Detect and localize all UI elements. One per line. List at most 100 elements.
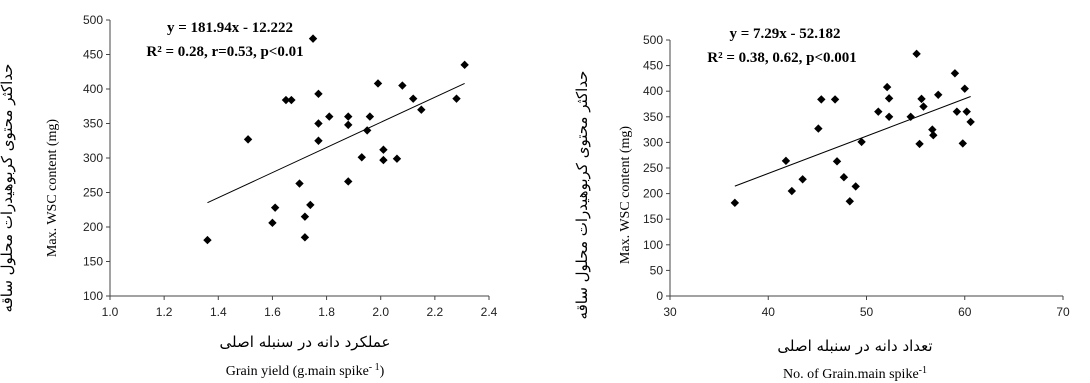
chart0-data-point bbox=[308, 34, 318, 43]
chart0-y-tick-label: 400 bbox=[83, 82, 103, 96]
chart1-data-point bbox=[960, 84, 969, 93]
chart0-x-tick-label: 1.2 bbox=[156, 305, 173, 319]
chart0-data-point bbox=[373, 79, 383, 88]
chart1-y-tick-label: 100 bbox=[643, 238, 663, 252]
chart0-data-point bbox=[300, 212, 310, 221]
chart0-xlabel-en: Grain yield (g.main spike- 1) bbox=[226, 362, 385, 379]
chart1-data-point bbox=[882, 82, 892, 92]
chart1-y-tick-label: 400 bbox=[643, 84, 663, 98]
chart1-y-tick-label: 0 bbox=[656, 289, 663, 303]
chart1-data-point bbox=[817, 95, 826, 104]
chart0-data-point bbox=[357, 153, 366, 162]
chart1-data-point bbox=[917, 94, 926, 104]
chart1-data-point bbox=[962, 107, 971, 116]
chart0-equation: y = 181.94x - 12.222 bbox=[167, 20, 293, 36]
chart0-y-tick-label: 500 bbox=[83, 13, 103, 27]
chart0-x-tick-label: 1.6 bbox=[264, 305, 281, 319]
chart1-y-tick-label: 50 bbox=[650, 263, 664, 277]
chart0-xlabel-tail: ) bbox=[380, 364, 385, 379]
chart1-stats: R² = 0.38, 0.62, p<0.001 bbox=[707, 50, 857, 66]
chart0-data-point bbox=[379, 145, 388, 154]
chart1-data-point bbox=[845, 197, 854, 206]
chart0-stats: R² = 0.28, r=0.53, p<0.01 bbox=[146, 44, 303, 60]
chart1-data-point bbox=[884, 112, 894, 121]
chart1-y-tick-label: 500 bbox=[643, 33, 663, 47]
chart0-data-point bbox=[314, 119, 323, 128]
chart1-x-tick-label: 40 bbox=[762, 305, 776, 319]
chart1-xlabel-sup: -1 bbox=[919, 365, 927, 376]
chart0-data-point bbox=[344, 112, 353, 121]
chart0-y-tick-label: 250 bbox=[83, 186, 103, 200]
chart1-ylabel-fa: حداکثر محتوی کربوهیدرات محلول ساقه bbox=[573, 71, 591, 320]
chart0-data-point bbox=[460, 60, 469, 70]
chart0-y-tick-label: 350 bbox=[83, 117, 103, 131]
chart0-x-tick-label: 2.0 bbox=[372, 305, 389, 319]
chart0-data-point bbox=[362, 126, 372, 135]
chart1-data-point bbox=[912, 49, 921, 59]
chart1-x-tick-label: 60 bbox=[958, 305, 972, 319]
chart1-data-point bbox=[915, 139, 924, 149]
chart1-data-point bbox=[832, 157, 842, 166]
chart0-ylabel-en: Max. WSC content (mg) bbox=[45, 119, 60, 258]
chart1-data-point bbox=[851, 182, 860, 191]
chart0-data-point bbox=[344, 120, 353, 130]
chart1-xlabel-fa: تعداد دانه در سنبله اصلی bbox=[777, 337, 932, 355]
chart0-x-tick-label: 1.4 bbox=[210, 305, 227, 319]
chart0-data-point bbox=[392, 154, 402, 163]
chart0-data-point bbox=[243, 135, 253, 144]
chart1-data-point bbox=[958, 139, 967, 148]
chart0-data-point bbox=[325, 112, 334, 121]
chart1-data-point bbox=[884, 94, 894, 103]
chart1-y-tick-label: 200 bbox=[643, 187, 663, 201]
chart1-data-point bbox=[966, 117, 975, 127]
chart1-data-point bbox=[929, 131, 938, 140]
chart1-data-point bbox=[730, 198, 740, 208]
chart0-ylabel-fa: حداکثر محتوی کربوهیدرات محلول ساقه bbox=[0, 64, 16, 313]
chart0-y-tick-label: 200 bbox=[83, 220, 103, 234]
chart0-xlabel-sup: - 1 bbox=[369, 362, 380, 373]
chart0-y-tick-label: 150 bbox=[83, 255, 103, 269]
chart0-y-tick-label: 300 bbox=[83, 151, 103, 165]
chart0-x-tick-label: 2.4 bbox=[481, 305, 498, 319]
chart0-data-point bbox=[300, 233, 310, 242]
chart0-x-tick-label: 1.0 bbox=[102, 305, 119, 319]
chart1-y-tick-label: 450 bbox=[643, 59, 663, 73]
chart1-data-point bbox=[857, 137, 866, 147]
chart1-data-point bbox=[906, 112, 915, 121]
chart1-data-point bbox=[934, 90, 943, 99]
chart0-data-point bbox=[452, 94, 461, 103]
chart0-y-tick-label: 100 bbox=[83, 289, 103, 303]
chart-grain-yield: y = 181.94x - 12.222 R² = 0.28, r=0.53, … bbox=[0, 13, 498, 379]
chart0-data-point bbox=[379, 155, 388, 165]
chart1-data-point bbox=[787, 186, 797, 196]
chart1-data-point bbox=[814, 124, 823, 133]
chart1-data-point bbox=[919, 102, 928, 111]
chart0-x-tick-label: 1.8 bbox=[318, 305, 335, 319]
chart0-xlabel-main: Grain yield (g.main spike bbox=[226, 364, 369, 379]
chart1-y-tick-label: 300 bbox=[643, 135, 663, 149]
chart0-data-point bbox=[270, 203, 280, 212]
chart0-data-point bbox=[281, 95, 291, 105]
chart0-xlabel-fa: عملکرد دانه در سنبله اصلی bbox=[220, 333, 391, 351]
chart1-data-point bbox=[928, 125, 937, 134]
chart1-data-point bbox=[798, 175, 807, 184]
chart1-y-tick-label: 350 bbox=[643, 110, 663, 124]
chart1-xlabel-en: No. of Grain.main spike-1 bbox=[783, 365, 927, 382]
chart1-y-tick-label: 250 bbox=[643, 161, 663, 175]
chart1-xlabel-main: No. of Grain.main spike bbox=[783, 367, 919, 382]
chart1-data-point bbox=[839, 173, 849, 182]
chart1-data-point bbox=[952, 107, 962, 116]
chart0-data-point bbox=[314, 89, 323, 99]
chart0-data-point bbox=[287, 95, 296, 105]
chart0-x-tick-label: 2.2 bbox=[427, 305, 444, 319]
chart0-data-point bbox=[398, 81, 407, 90]
chart1-data-point bbox=[874, 107, 883, 116]
chart0-data-point bbox=[314, 136, 323, 145]
chart1-ylabel-en: Max. WSC content (mg) bbox=[618, 126, 633, 265]
chart1-x-tick-label: 50 bbox=[860, 305, 874, 319]
chart1-x-tick-label: 70 bbox=[1056, 305, 1070, 319]
chart0-data-point bbox=[409, 94, 418, 103]
chart1-data-point bbox=[781, 156, 791, 166]
chart1-y-tick-label: 150 bbox=[643, 212, 663, 226]
